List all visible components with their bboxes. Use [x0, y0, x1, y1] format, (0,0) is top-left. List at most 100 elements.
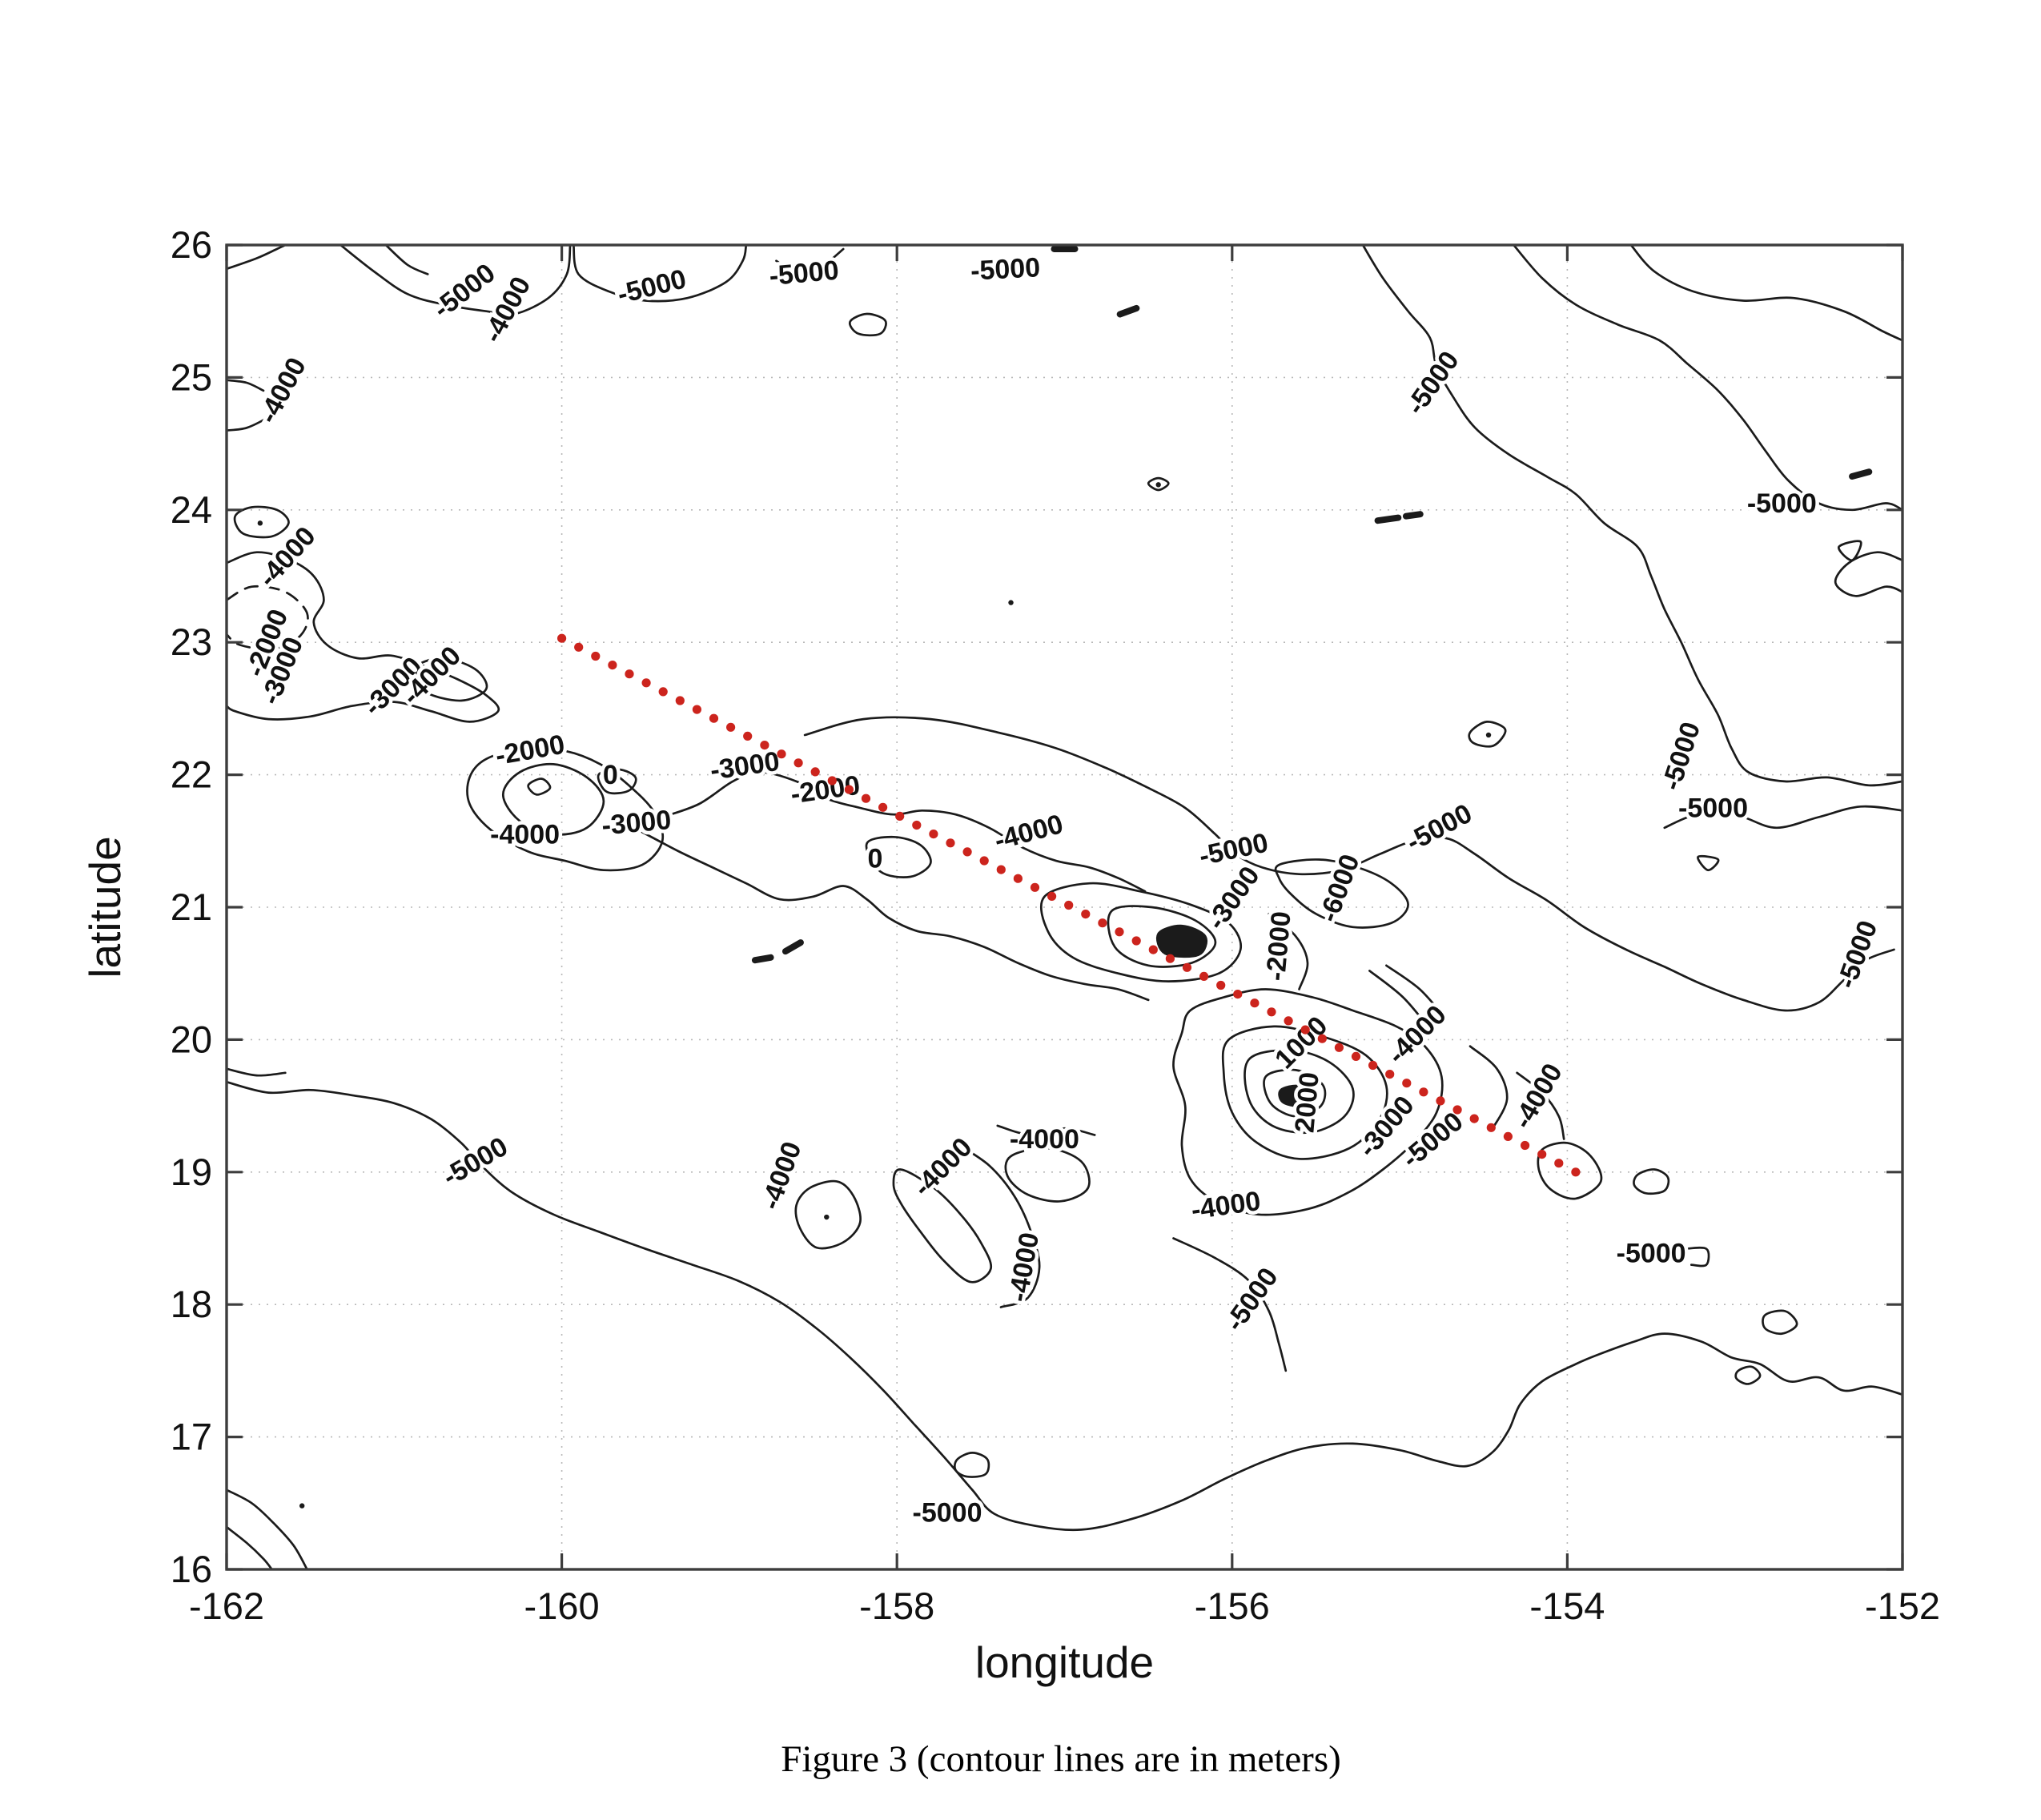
contour-br-hexagon — [1633, 1168, 1670, 1195]
x-tick-label: -156 — [1195, 1585, 1270, 1627]
transect-dot — [979, 856, 989, 866]
contour-top-blob — [572, 243, 748, 303]
transect-dot — [1452, 1105, 1462, 1115]
transect-dot — [1199, 971, 1209, 981]
contour-maui-ring-outer — [1039, 882, 1243, 982]
transect-dot — [760, 741, 769, 750]
contour-bigisland-ring-a — [1221, 1025, 1388, 1160]
transect-dot — [962, 847, 972, 857]
figure-caption: Figure 3 (contour lines are in meters) — [781, 1738, 1341, 1780]
contour-seamount-arm-ring — [412, 657, 488, 702]
x-tick-label: -152 — [1865, 1585, 1940, 1627]
contour-transect-end-polygon — [1537, 1141, 1603, 1200]
transect-dot — [641, 678, 651, 688]
contour-top-pentagon — [848, 312, 887, 337]
transect-dot — [608, 661, 617, 670]
y-tick-label: 19 — [171, 1151, 212, 1193]
contour-top-corner — [225, 243, 287, 271]
contour-deep-6000-pocket — [1274, 858, 1409, 929]
transect-dot — [1368, 1060, 1378, 1071]
transect-dot — [1250, 998, 1260, 1008]
contour-label: -5000 — [614, 263, 689, 310]
contour-ne-top-frag — [1629, 243, 1904, 342]
grid-layer — [227, 245, 1902, 1569]
y-tick-label: 22 — [171, 753, 212, 796]
contour-bigisland-ne-frag-b — [1385, 964, 1448, 1021]
transect-dot — [743, 731, 753, 741]
contour-lens-shape — [1147, 476, 1170, 492]
transect-dot — [591, 651, 601, 661]
contour-label: -4000 — [1003, 1230, 1046, 1304]
x-tick-label: -154 — [1529, 1585, 1605, 1627]
transect-dot — [878, 802, 888, 812]
transect-dot — [1503, 1131, 1513, 1141]
transect-dot — [1148, 945, 1158, 954]
contour-ne-outer — [1361, 243, 1904, 787]
transect-dot — [777, 749, 786, 759]
x-tick-label: -158 — [859, 1585, 934, 1627]
contour-chain-south — [627, 824, 1150, 1002]
contour-label: -5000 — [1196, 827, 1271, 871]
transect-dot — [810, 767, 820, 777]
y-tick-label: 17 — [171, 1416, 212, 1458]
y-tick-label: 16 — [171, 1548, 212, 1590]
transect-dot — [1419, 1087, 1428, 1097]
contour-speck — [1008, 600, 1014, 605]
transect-dot — [1098, 918, 1107, 928]
contour-bigisland-ne-frag-a — [1368, 970, 1432, 1031]
contour-eye-shape — [1468, 721, 1507, 748]
transect-dot — [675, 696, 685, 705]
contour-label: -4000 — [1010, 1124, 1079, 1155]
contour-bigisland-ring-c — [1263, 1068, 1327, 1118]
transect-dot — [1554, 1159, 1564, 1168]
contour-dash — [781, 939, 804, 955]
transect-dot — [929, 830, 938, 839]
transect-dot — [1267, 1007, 1276, 1017]
contour-layer — [225, 243, 1904, 1571]
contour-bigisland-e-wedge — [1468, 1045, 1509, 1131]
transect-dot — [557, 633, 567, 643]
contour-south-banana-arc — [954, 1142, 1041, 1308]
transect-dot — [946, 838, 955, 848]
x-tick-label: -160 — [524, 1585, 600, 1627]
contour-oahu-island — [865, 835, 932, 878]
contour-south-heart — [794, 1179, 862, 1250]
contour-top-wavy-inner — [384, 243, 429, 275]
contour-dash — [1402, 511, 1424, 520]
contour-south-plateau-blob — [1004, 1147, 1091, 1203]
y-tick-label: 23 — [171, 621, 212, 663]
contour-bigisland-ring-b — [1243, 1049, 1355, 1135]
contour-deep-north-line — [803, 716, 1895, 1012]
y-axis-title: latitude — [80, 836, 130, 978]
contour-bigisland-outer — [1172, 988, 1444, 1216]
transect-dot — [793, 758, 803, 768]
contour-bigisland-ring-d — [1278, 1084, 1312, 1107]
transect-dot — [1115, 927, 1124, 937]
transect-dot — [1047, 891, 1057, 901]
contour-dash — [1116, 304, 1140, 318]
contour-chain-north — [661, 770, 1147, 893]
contour-south-plateau-frag — [996, 1124, 1096, 1136]
transect-dot — [1486, 1123, 1496, 1132]
y-tick-label: 26 — [171, 223, 212, 266]
contour-maui-ring-inner — [1107, 905, 1217, 968]
contour-bottom-arc-fragment — [225, 1067, 287, 1077]
transect-dot — [861, 793, 871, 803]
contour-right-basin-frag — [1663, 805, 1904, 830]
contour-bottom-arc — [225, 1080, 1904, 1532]
contour-bottom-circle — [953, 1452, 990, 1478]
contour-label: 2000 — [1289, 1071, 1324, 1135]
contour-south-banana — [892, 1168, 993, 1284]
contour-top-frag-a — [775, 259, 811, 276]
y-tick-label: 24 — [171, 488, 212, 531]
transect-dot — [844, 785, 854, 794]
y-tick-label: 20 — [171, 1018, 212, 1060]
contour-label: -5000 — [1747, 488, 1817, 519]
transect-dot — [658, 687, 668, 697]
contour-br-quad — [1762, 1309, 1798, 1336]
transect-dot — [1081, 910, 1091, 919]
contour-label: -4000 — [1381, 999, 1452, 1070]
transect-dot — [692, 705, 702, 714]
